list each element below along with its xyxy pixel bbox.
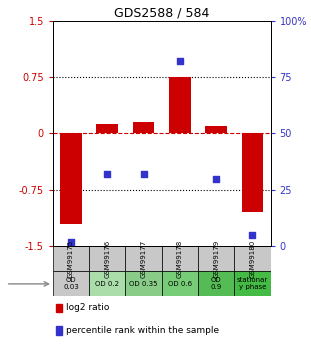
Bar [169, 77, 191, 134]
Bar [162, 272, 198, 296]
Bar [60, 134, 82, 224]
Text: GSM99176: GSM99176 [104, 240, 110, 278]
Bar [53, 272, 89, 296]
Text: GSM99177: GSM99177 [141, 240, 146, 278]
Text: OD 0.2: OD 0.2 [95, 281, 119, 287]
Text: GSM99180: GSM99180 [249, 240, 255, 278]
Text: OD 0.35: OD 0.35 [129, 281, 158, 287]
Bar [198, 272, 234, 296]
Bar [125, 272, 162, 296]
Text: GSM99178: GSM99178 [177, 240, 183, 278]
Bar [89, 246, 125, 272]
Text: OD
0.03: OD 0.03 [63, 277, 79, 290]
Bar [96, 125, 118, 134]
Text: log2 ratio: log2 ratio [66, 304, 109, 313]
Text: GSM99179: GSM99179 [213, 240, 219, 278]
Bar [234, 272, 271, 296]
Bar [242, 134, 263, 213]
Bar [56, 326, 62, 335]
Bar [205, 126, 227, 134]
Point [250, 232, 255, 238]
Bar [125, 246, 162, 272]
Text: OD
0.9: OD 0.9 [211, 277, 222, 290]
Bar [198, 246, 234, 272]
Title: GDS2588 / 584: GDS2588 / 584 [114, 7, 209, 20]
Bar [162, 246, 198, 272]
Bar [89, 272, 125, 296]
Bar [234, 246, 271, 272]
Text: OD 0.6: OD 0.6 [168, 281, 192, 287]
Text: stationar
y phase: stationar y phase [237, 277, 268, 290]
Bar [56, 304, 62, 312]
Point [214, 176, 219, 181]
Point [68, 239, 73, 245]
Text: GSM99175: GSM99175 [68, 240, 74, 278]
Point [105, 171, 110, 177]
Bar [53, 246, 89, 272]
Bar [133, 122, 155, 134]
Point [141, 171, 146, 177]
Text: percentile rank within the sample: percentile rank within the sample [66, 326, 219, 335]
Point [177, 59, 182, 64]
